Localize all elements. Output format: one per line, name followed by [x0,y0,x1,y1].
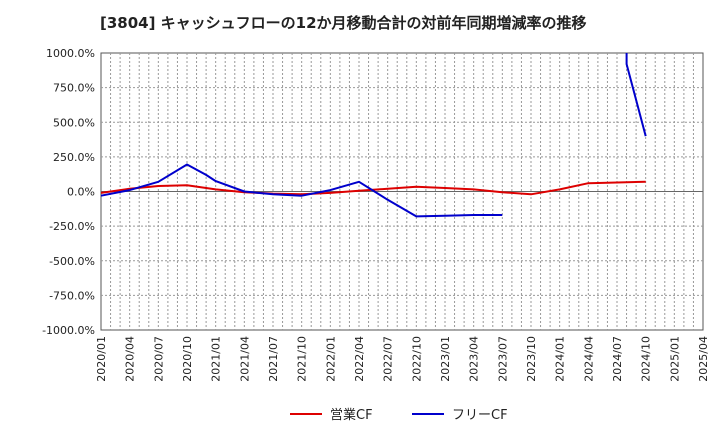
y-tick-label: 1000.0% [46,47,95,60]
x-tick-label: 2022/10 [410,336,423,382]
legend-label-0: 営業CF [330,407,373,423]
x-tick-label: 2024/07 [611,336,624,382]
y-tick-label: 500.0% [53,116,95,129]
x-tick-label: 2023/01 [439,336,452,382]
x-tick-label: 2021/07 [267,336,280,382]
x-tick-label: 2023/10 [525,336,538,382]
x-tick-label: 2022/04 [353,336,366,382]
x-tick-label: 2020/01 [95,336,108,382]
y-tick-label: -500.0% [49,255,95,268]
y-tick-label: -1000.0% [42,324,95,337]
chart-title: [3804] キャッシュフローの12か月移動合計の対前年同期増減率の推移 [100,14,587,32]
y-tick-label: 250.0% [53,151,95,164]
series-line-0 [100,180,646,196]
x-tick-label: 2021/04 [238,336,251,382]
x-tick-label: 2023/04 [468,336,481,382]
series-line-1 [100,163,503,218]
y-tick-label: -250.0% [49,220,95,233]
y-tick-label: -750.0% [49,289,95,302]
legend-label-1: フリーCF [452,408,508,423]
x-tick-label: 2020/10 [181,336,194,382]
axes: 1000.0% 750.0% 500.0% 250.0% 0.0% -250.0% -500… [42,47,710,382]
x-tick-label: 2025/04 [697,336,710,382]
x-tick-label: 2021/10 [296,336,309,382]
x-tick-label: 2020/07 [152,336,165,382]
y-tick-label: 750.0% [53,82,95,95]
x-tick-label: 2022/01 [324,336,337,382]
x-tick-label: 2021/01 [210,336,223,382]
grid [100,52,704,331]
x-tick-label: 2023/07 [496,336,509,382]
legend: 営業CF フリーCF [290,407,508,423]
series-layer [100,53,647,218]
x-tick-label: 2022/07 [382,336,395,382]
x-tick-label: 2024/10 [640,336,653,382]
x-tick-label: 2020/04 [124,336,137,382]
x-tick-label: 2024/04 [582,336,595,382]
x-tick-label: 2025/01 [668,336,681,382]
y-tick-label: 0.0% [67,186,95,199]
x-tick-label: 2024/01 [554,336,567,382]
series-line-2 [625,53,647,137]
